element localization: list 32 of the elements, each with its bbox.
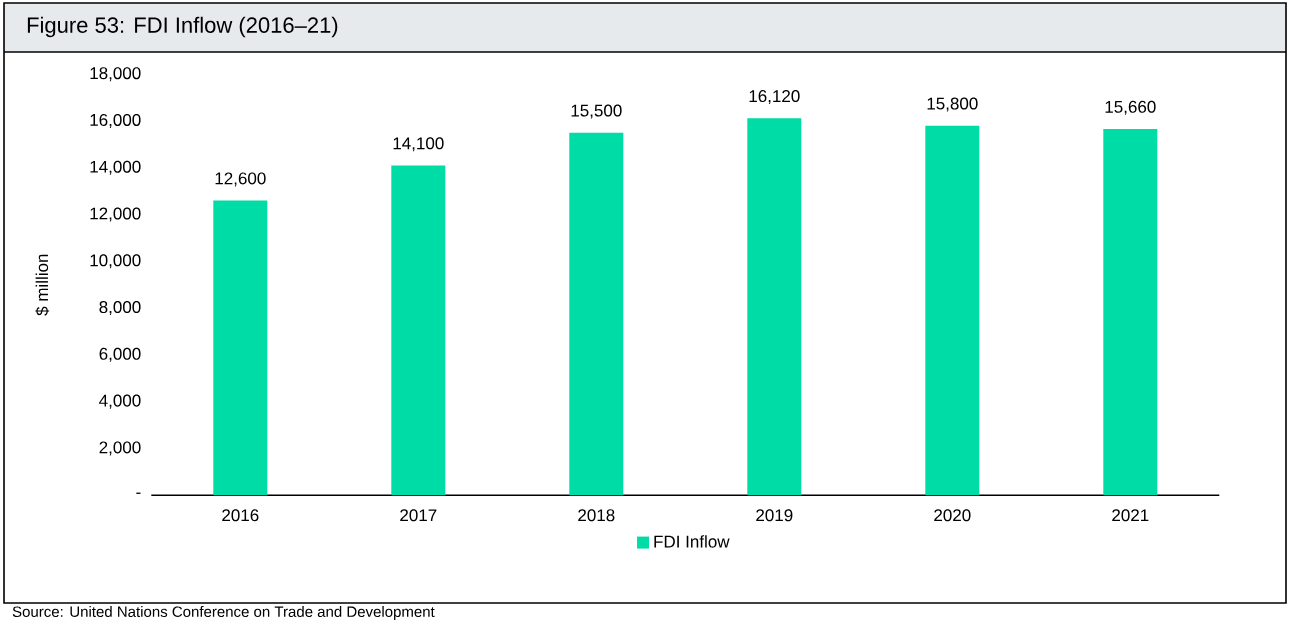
y-tick-label: 6,000: [99, 347, 141, 362]
y-tick-label: 14,000: [90, 160, 141, 175]
bar: [213, 200, 268, 496]
data-label: 15,660: [1105, 100, 1156, 115]
x-tick-label: 2020: [934, 509, 971, 522]
source-note: Source: United Nations Conference on Trade and Development: [12, 606, 435, 620]
y-tick-label: 16,000: [90, 113, 141, 128]
y-tick-label: -: [136, 492, 141, 494]
bar: [1103, 128, 1158, 496]
y-tick-label: 10,000: [90, 254, 141, 269]
y-tick-label: 18,000: [90, 67, 141, 82]
chart-title: Figure 53: FDI Inflow (2016–21): [27, 16, 338, 38]
y-tick-label: 2,000: [99, 441, 141, 456]
data-label: 16,120: [749, 90, 800, 105]
data-label: 15,500: [571, 104, 622, 119]
y-tick-label: 4,000: [99, 394, 141, 409]
data-label: 14,100: [393, 137, 444, 152]
bar: [925, 125, 980, 496]
x-tick-label: 2018: [578, 509, 615, 522]
x-tick-label: 2016: [222, 509, 259, 522]
bar: [747, 118, 802, 496]
x-tick-label: 2017: [400, 509, 437, 522]
legend-label: FDI Inflow: [654, 535, 730, 548]
x-tick-label: 2019: [756, 509, 793, 522]
data-label: 15,800: [927, 97, 978, 112]
y-tick-label: 8,000: [99, 301, 141, 316]
bar: [569, 132, 624, 496]
y-axis-title: $ million: [35, 254, 50, 316]
data-label: 12,600: [215, 172, 266, 187]
x-tick-label: 2021: [1112, 509, 1149, 522]
y-tick-label: 12,000: [90, 207, 141, 222]
bar: [391, 165, 446, 496]
